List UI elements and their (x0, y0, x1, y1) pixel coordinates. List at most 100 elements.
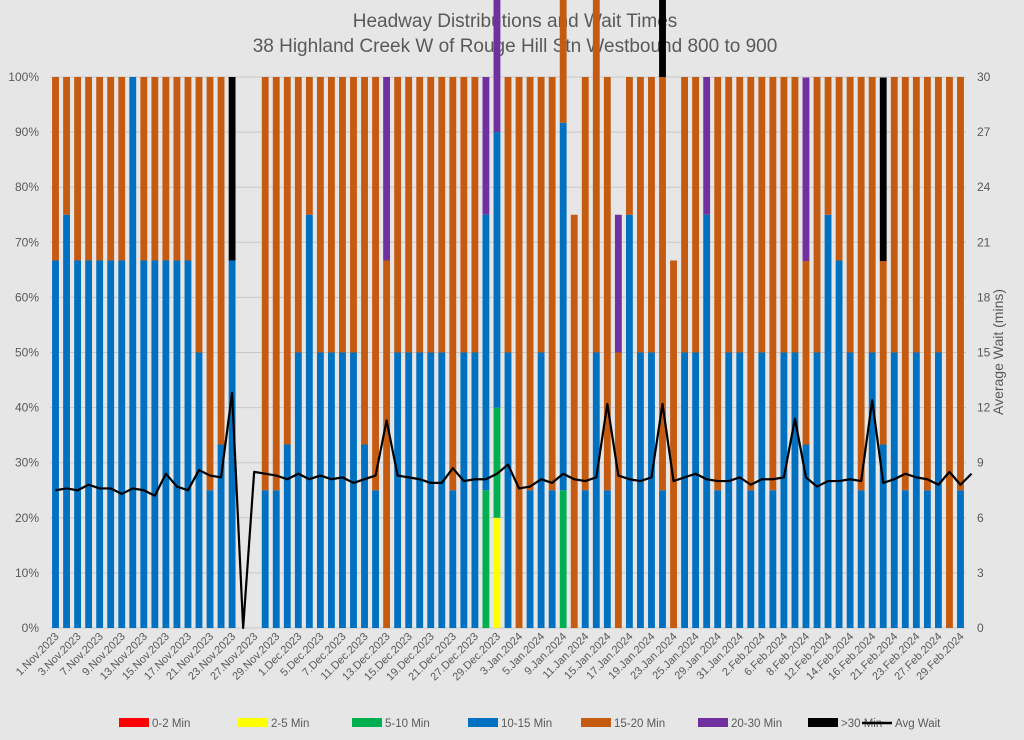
bar-15-20-min (383, 260, 391, 628)
bar-10-15-min (63, 214, 70, 628)
y2-tick-label: 0 (977, 621, 984, 635)
legend: 0-2 Min 2-5 Min 5-10 Min 10-15 Min 15-20 Min… (119, 718, 941, 730)
bar-15-20-min (659, 77, 666, 491)
y-tick-label: 100% (8, 70, 39, 84)
bar-15-20-min (648, 77, 655, 353)
y2-tick-label: 3 (977, 566, 984, 580)
y2-tick-label: 12 (977, 401, 991, 415)
bar-15-20-min (681, 77, 688, 353)
bar-10-15-min (813, 352, 821, 628)
y-tick-label: 60% (15, 290, 39, 304)
bar-15-20-min (802, 261, 810, 445)
y-tick-label: 40% (15, 401, 39, 415)
bar-10-15-min (625, 214, 633, 628)
bar-10-15-min (438, 352, 446, 628)
bar-10-15-min (361, 444, 368, 628)
bar-15-20-min (559, 0, 567, 123)
bar-10-15-min (846, 352, 854, 628)
bar-15-20-min (515, 77, 523, 628)
bar-2-5-min (493, 517, 501, 628)
y-tick-label: 30% (15, 456, 39, 470)
bar-10-15-min (151, 260, 159, 628)
bar-15-20-min (824, 77, 832, 215)
bar-15-20-min (912, 77, 920, 353)
bar-15-20-min (857, 77, 865, 491)
bar-10-15-min (206, 490, 214, 628)
bar-15-20-min (63, 77, 70, 215)
bar-10-15-min (548, 490, 556, 628)
bar-10-15-min (868, 352, 876, 628)
bar-20-30-min (493, 0, 501, 133)
bar-15-20-min (570, 214, 578, 628)
bar-15-20-min (504, 77, 512, 353)
legend-label: Avg Wait (895, 718, 941, 730)
bar-10-15-min (957, 490, 964, 628)
y-tick-label: 70% (15, 235, 39, 249)
bar-10-15-min (294, 352, 302, 628)
bar-15-20-min (184, 77, 192, 261)
bar-10-15-min (74, 260, 82, 628)
bar-10-15-min (736, 352, 744, 628)
bar-15-20-min (339, 77, 346, 353)
bar-10-15-min (173, 260, 181, 628)
bar-10-15-min (714, 490, 722, 628)
bar-5-10-min (559, 490, 567, 628)
bar-15-20-min (868, 77, 876, 353)
y-axis-left: 0% 10% 20% 30% 40% 50% 60% 70% 80% 90% 100% (8, 70, 39, 635)
bar-10-15-min (228, 260, 236, 628)
bar-10-15-min (692, 352, 700, 628)
bar-15-20-min (901, 77, 909, 491)
bar-10-15-min (879, 444, 887, 628)
bar-15-20-min (581, 77, 589, 491)
legend-swatch-30-min (808, 718, 838, 727)
bar-10-15-min (758, 352, 766, 628)
bar-15-20-min (438, 77, 446, 353)
bar-15-20-min (791, 77, 799, 353)
bar-20-30-min (703, 77, 711, 215)
bar-10-15-min (526, 490, 534, 628)
legend-swatch-5-10-min (352, 718, 382, 727)
legend-swatch-0-2-min (119, 718, 149, 727)
bar-10-15-min (316, 352, 324, 628)
chart-title: Headway Distributions and Wait Times (353, 11, 678, 32)
bar-10-15-min (637, 352, 644, 628)
bar-15-20-min (835, 77, 843, 261)
bar-15-20-min (614, 352, 622, 628)
bar-15-20-min (603, 77, 611, 491)
bar-20-30-min (614, 214, 622, 353)
bar-10-15-min (581, 490, 589, 628)
bar-15-20-min (272, 77, 280, 491)
bar-30-min (659, 0, 666, 77)
y-axis-right: 0 3 6 9 12 15 18 21 24 27 30 (977, 70, 991, 635)
bar-15-20-min (74, 77, 82, 261)
bar-15-20-min (780, 77, 788, 353)
bar-15-20-min (758, 77, 766, 353)
y2-tick-label: 6 (977, 511, 984, 525)
bar-15-20-min (625, 77, 633, 215)
bar-10-15-min (85, 260, 93, 628)
bar-15-20-min (890, 77, 898, 353)
bar-10-15-min (107, 260, 115, 628)
bar-10-15-min (283, 444, 291, 628)
y2-axis-title: Average Wait (mins) (990, 289, 1006, 415)
legend-swatch-10-15-min (468, 718, 498, 727)
bar-10-15-min (769, 490, 777, 628)
bar-10-15-min (901, 490, 909, 628)
bar-10-15-min (857, 490, 865, 628)
y2-tick-label: 21 (977, 235, 991, 249)
bar-10-15-min (339, 352, 346, 628)
bar-15-20-min (85, 77, 93, 261)
bar-10-15-min (140, 260, 148, 628)
bar-10-15-min (162, 260, 170, 628)
bar-15-20-min (118, 77, 126, 261)
bar-10-15-min (184, 260, 192, 628)
bar-20-30-min (482, 77, 490, 215)
bar-10-15-min (482, 214, 490, 491)
avg-wait-line (55, 391, 973, 630)
bar-15-20-min (372, 77, 379, 491)
bar-15-20-min (261, 77, 269, 491)
chart-subtitle: 38 Highland Creek W of Rouge Hill Stn We… (253, 36, 778, 57)
bar-series-group (52, 0, 964, 628)
bar-15-20-min (96, 77, 104, 261)
bar-15-20-min (879, 261, 887, 445)
